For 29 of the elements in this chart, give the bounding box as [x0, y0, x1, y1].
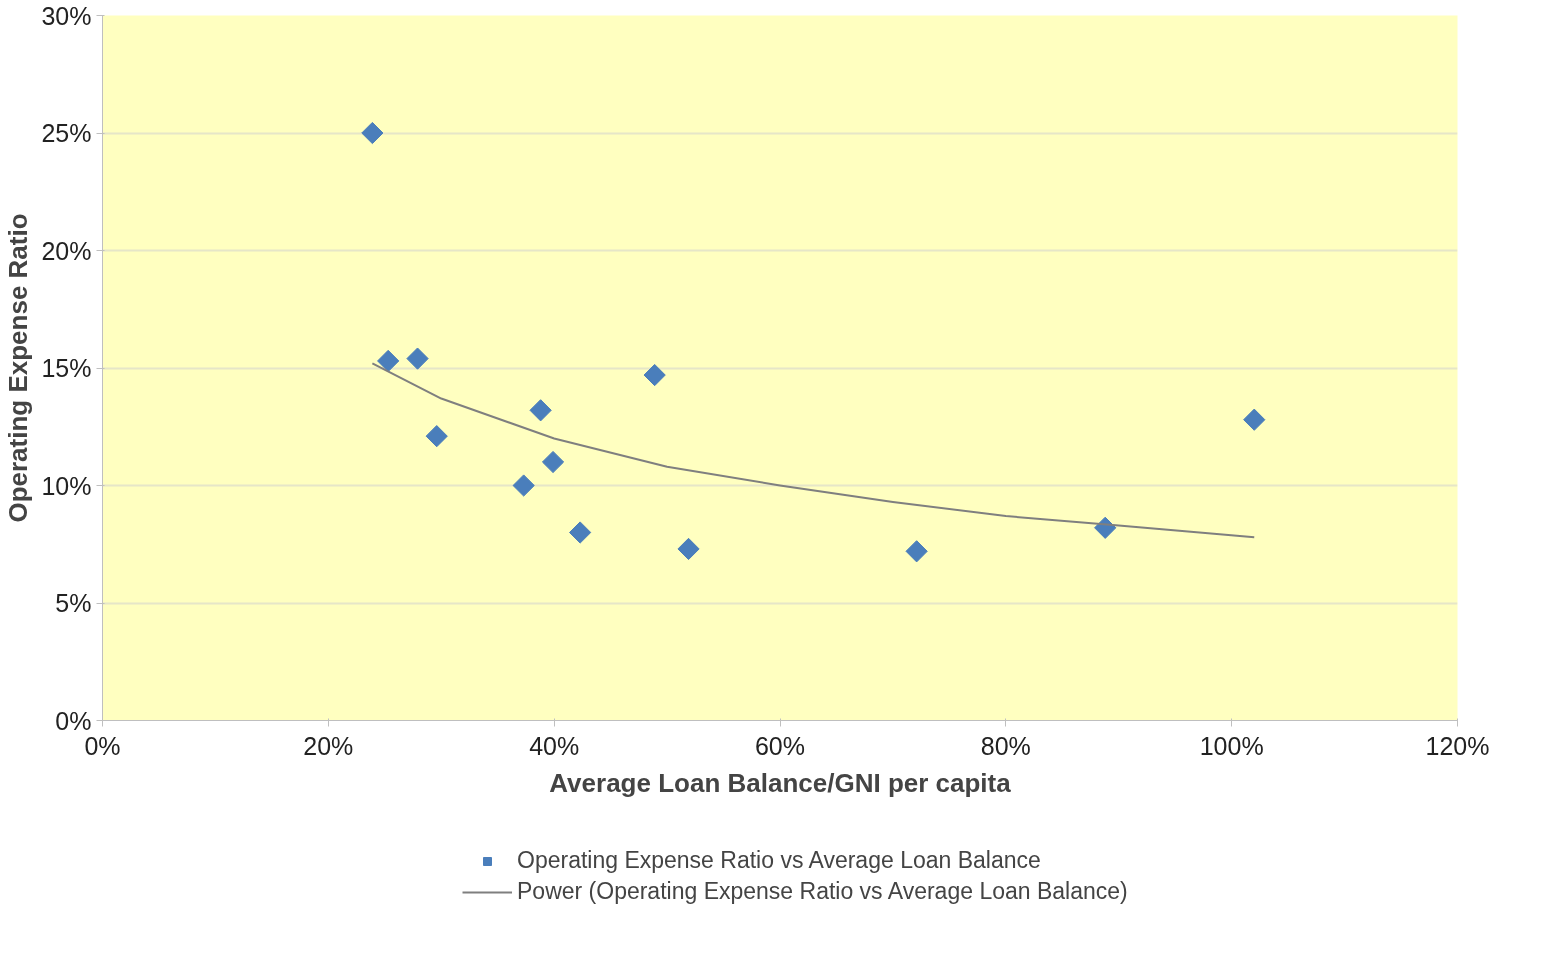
point — [677, 537, 700, 561]
point — [569, 521, 592, 544]
point — [529, 399, 552, 422]
legend-label: Operating Expense Ratio vs Average Loan Balance — [517, 847, 1041, 874]
y-tick-label: 20% — [41, 236, 92, 265]
y-tick-label: 25% — [41, 119, 92, 147]
point — [512, 474, 535, 497]
point — [406, 347, 429, 370]
point — [361, 121, 384, 145]
y-tick-label: 5% — [55, 589, 92, 617]
x-tick-label: 20% — [303, 731, 354, 760]
x-axis-title: Average Loan Balance/GNI per capita — [549, 767, 1012, 798]
x-tick-label: 80% — [980, 731, 1031, 760]
y-tick-label: 10% — [41, 471, 92, 500]
y-tick-label: 30% — [41, 1, 92, 30]
point — [377, 349, 400, 373]
line-series — [371, 362, 1256, 539]
x-tick-label: 120% — [1425, 731, 1490, 760]
point — [541, 450, 565, 474]
point — [643, 363, 666, 387]
point — [1243, 408, 1266, 431]
legend-label: Power (Operating Expense Ratio vs Average Loan Balance) — [517, 878, 1128, 905]
point — [425, 425, 448, 448]
y-axis-title: Operating Expense Ratio — [3, 213, 34, 523]
y-tick-label: 15% — [41, 354, 92, 382]
point — [905, 540, 928, 563]
x-tick-label: 100% — [1199, 731, 1264, 760]
x-tick-label: 60% — [754, 731, 806, 760]
x-tick-label: 40% — [529, 731, 580, 760]
